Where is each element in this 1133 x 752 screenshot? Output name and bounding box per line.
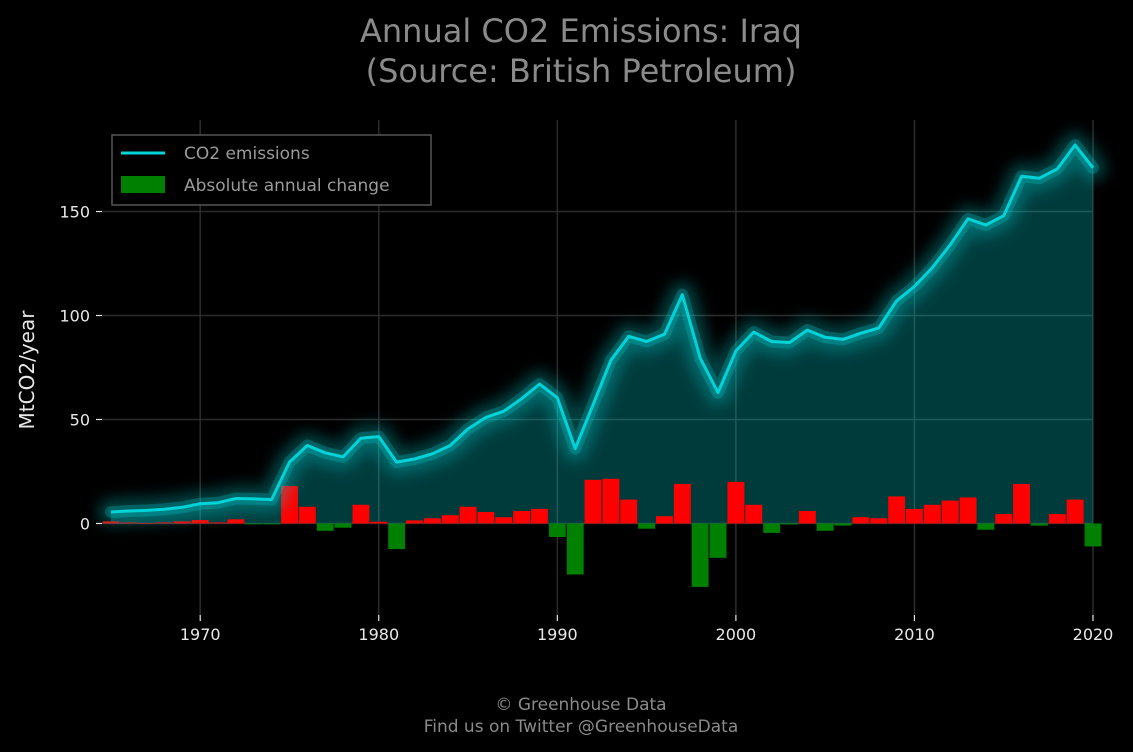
x-tick-label-1990: 1990 bbox=[537, 625, 578, 644]
y-tick-label-100: 100 bbox=[59, 307, 90, 326]
change-bar-1972 bbox=[227, 519, 245, 524]
change-bar-1987 bbox=[495, 517, 513, 524]
change-bar-2007 bbox=[852, 517, 870, 524]
legend-box bbox=[111, 134, 432, 206]
change-bar-1977 bbox=[316, 523, 334, 531]
change-bar-2009 bbox=[888, 496, 906, 524]
y-tick-label-150: 150 bbox=[59, 203, 90, 222]
change-bar-2008 bbox=[870, 518, 888, 524]
change-bar-2020 bbox=[1084, 523, 1102, 547]
change-bar-1973 bbox=[245, 523, 263, 525]
change-bar-1997 bbox=[673, 484, 691, 524]
x-tick-label-1970: 1970 bbox=[180, 625, 221, 644]
change-bar-1979 bbox=[352, 504, 370, 524]
change-bar-1993 bbox=[602, 478, 620, 524]
change-bar-1995 bbox=[638, 523, 656, 529]
change-bar-2014 bbox=[977, 523, 995, 530]
y-axis-label: MtCO2/year bbox=[15, 310, 39, 430]
change-bar-1998 bbox=[691, 523, 709, 587]
legend-label-emissions: CO2 emissions bbox=[184, 144, 310, 164]
legend-label-change: Absolute annual change bbox=[184, 176, 390, 196]
change-bar-1970 bbox=[191, 520, 209, 524]
change-bar-2018 bbox=[1048, 514, 1066, 524]
footer-twitter: Find us on Twitter @GreenhouseData bbox=[424, 717, 739, 737]
change-bar-1981 bbox=[388, 523, 406, 550]
x-tick-label-2020: 2020 bbox=[1073, 625, 1114, 644]
x-tick-label-2000: 2000 bbox=[716, 625, 757, 644]
x-axis-ticks: 1970 1980 1990 2000 2010 2020 bbox=[180, 615, 1114, 644]
change-bar-1996 bbox=[656, 516, 673, 524]
change-bar-2019 bbox=[1066, 499, 1084, 524]
chart-subtitle: (Source: British Petroleum) bbox=[366, 52, 797, 90]
change-bar-1984 bbox=[441, 515, 459, 524]
change-bar-1990 bbox=[548, 523, 566, 537]
bar-group bbox=[102, 478, 1102, 587]
change-bar-1989 bbox=[531, 508, 548, 524]
change-bar-2013 bbox=[959, 497, 977, 524]
change-bar-2012 bbox=[941, 500, 959, 524]
change-bar-1988 bbox=[513, 511, 531, 524]
change-bar-2017 bbox=[1031, 523, 1048, 526]
change-bar-1983 bbox=[423, 518, 441, 524]
change-bar-1985 bbox=[459, 506, 477, 524]
change-bar-2010 bbox=[906, 508, 923, 524]
change-bar-1971 bbox=[209, 522, 227, 524]
y-tick-label-50: 50 bbox=[70, 410, 90, 429]
change-bar-2005 bbox=[816, 523, 834, 531]
change-bar-1986 bbox=[477, 512, 495, 524]
change-bar-1968 bbox=[156, 522, 173, 524]
change-bar-1982 bbox=[406, 520, 423, 524]
change-bar-1992 bbox=[584, 479, 602, 524]
change-bar-1980 bbox=[370, 521, 388, 524]
change-bar-2006 bbox=[834, 523, 852, 526]
change-bar-2003 bbox=[781, 523, 798, 525]
change-bar-1974 bbox=[263, 523, 281, 525]
change-bar-2004 bbox=[798, 511, 816, 524]
chart-title: Annual CO2 Emissions: Iraq bbox=[360, 12, 802, 50]
change-bar-2016 bbox=[1013, 484, 1030, 524]
change-bar-1991 bbox=[566, 523, 584, 575]
x-tick-label-2010: 2010 bbox=[894, 625, 935, 644]
change-bar-1978 bbox=[334, 523, 352, 528]
legend: CO2 emissions Absolute annual change bbox=[111, 134, 432, 206]
change-bar-2001 bbox=[745, 504, 763, 524]
change-bar-1969 bbox=[173, 521, 191, 524]
change-bar-1976 bbox=[298, 506, 316, 524]
x-tick-label-1980: 1980 bbox=[358, 625, 399, 644]
change-bar-2015 bbox=[995, 514, 1013, 524]
change-bar-2011 bbox=[923, 504, 941, 524]
change-bar-2002 bbox=[763, 523, 781, 533]
emissions-area bbox=[110, 145, 1093, 524]
y-tick-label-0: 0 bbox=[80, 514, 90, 533]
change-bar-2000 bbox=[727, 481, 745, 524]
change-bar-1994 bbox=[620, 499, 638, 524]
change-bar-1999 bbox=[709, 523, 727, 558]
footer-copyright: © Greenhouse Data bbox=[495, 695, 666, 715]
legend-bar-swatch bbox=[121, 176, 165, 193]
y-axis-ticks: 0 50 100 150 bbox=[59, 203, 102, 533]
emissions-line bbox=[110, 143, 1095, 514]
